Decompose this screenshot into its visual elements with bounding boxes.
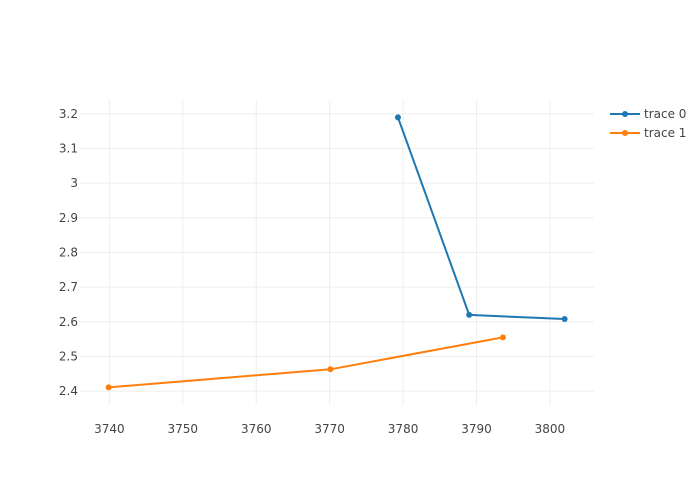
x-tick-label: 3770 <box>314 422 345 436</box>
data-point[interactable] <box>499 334 506 341</box>
legend: trace 0 trace 1 <box>610 107 686 140</box>
legend-label: trace 1 <box>644 126 686 140</box>
y-tick-label: 3.2 <box>59 107 78 121</box>
legend-item-0[interactable]: trace 0 <box>610 107 686 121</box>
y-tick-label: 3 <box>70 176 78 190</box>
x-tick-label: 3750 <box>168 422 199 436</box>
data-point[interactable] <box>105 384 112 391</box>
series-line <box>108 336 504 389</box>
legend-swatch-marker <box>622 111 628 117</box>
legend-swatch-marker <box>622 130 628 136</box>
y-tick-label: 2.7 <box>59 280 78 294</box>
x-tick-label: 3790 <box>461 422 492 436</box>
series-1 <box>105 334 506 391</box>
plot-area <box>105 114 568 391</box>
y-tick-label: 3.1 <box>59 142 78 156</box>
legend-item-1[interactable]: trace 1 <box>610 126 686 140</box>
y-tick-label: 2.9 <box>59 211 78 225</box>
y-tick-label: 2.6 <box>59 315 78 329</box>
x-tick-label: 3760 <box>241 422 272 436</box>
legend-label: trace 0 <box>644 107 686 121</box>
y-tick-label: 2.8 <box>59 246 78 260</box>
y-tick-label: 2.5 <box>59 349 78 363</box>
data-point[interactable] <box>561 316 568 323</box>
x-axis: 3740 3750 3760 3770 3780 3790 3800 <box>94 422 565 436</box>
data-point[interactable] <box>327 366 334 373</box>
x-tick-label: 3740 <box>94 422 125 436</box>
data-point[interactable] <box>466 311 473 318</box>
y-axis: 2.4 2.5 2.6 2.7 2.8 2.9 3 3.1 3.2 <box>59 107 78 398</box>
x-tick-label: 3800 <box>535 422 566 436</box>
data-point[interactable] <box>394 114 401 121</box>
x-tick-label: 3780 <box>388 422 419 436</box>
series-0 <box>394 114 568 323</box>
grid <box>80 100 594 405</box>
y-tick-label: 2.4 <box>59 384 78 398</box>
